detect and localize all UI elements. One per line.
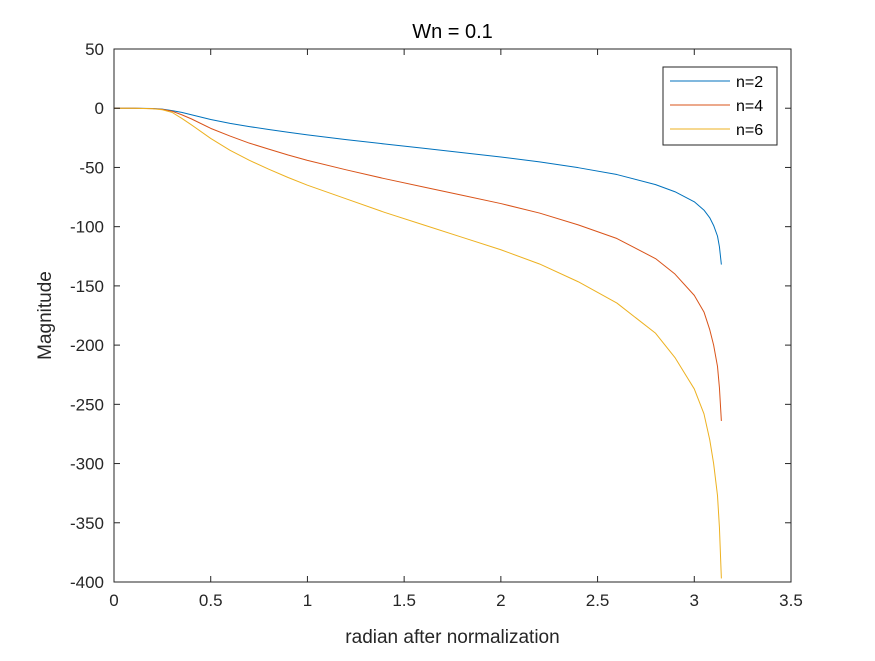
y-tick-label: 0 — [95, 99, 104, 118]
x-tick-label: 2 — [496, 591, 505, 610]
legend-box — [662, 66, 778, 146]
y-tick-label: 50 — [85, 40, 104, 59]
chart-title: Wn = 0.1 — [412, 21, 493, 43]
series-line-n-2 — [114, 107, 722, 265]
y-tick-label: -300 — [70, 455, 104, 474]
plot-lines — [114, 107, 722, 579]
y-tick-label: -350 — [70, 514, 104, 533]
series-line-n-6 — [114, 107, 722, 579]
y-axis-title: Magnitude — [35, 271, 56, 360]
x-tick-label: 1 — [303, 591, 312, 610]
legend-label: n=4 — [736, 98, 763, 115]
legend-label: n=2 — [736, 74, 763, 91]
axes-box — [113, 48, 792, 583]
series-line-n-4 — [114, 107, 722, 421]
x-axis: 0 0.5 1 1.5 2 2.5 3 3.5 — [109, 49, 803, 610]
x-axis-title: radian after normalization — [345, 627, 559, 648]
x-tick-label: 3 — [690, 591, 699, 610]
y-tick-label: -200 — [70, 336, 104, 355]
x-tick-label: 1.5 — [392, 591, 416, 610]
y-tick-label: -400 — [70, 573, 104, 592]
y-tick-label: -250 — [70, 395, 104, 414]
y-tick-label: -150 — [70, 277, 104, 296]
y-tick-label: -50 — [79, 158, 104, 177]
y-axis: 50 0 -50 -100 -150 -200 -250 -300 -350 -400 — [70, 40, 791, 592]
y-tick-label: -100 — [70, 218, 104, 237]
legend: n=2 n=4 n=6 — [662, 66, 778, 146]
x-tick-label: 0.5 — [199, 591, 223, 610]
x-tick-label: 3.5 — [779, 591, 803, 610]
legend-label: n=6 — [736, 122, 763, 139]
x-tick-label: 2.5 — [586, 591, 610, 610]
x-tick-label: 0 — [109, 591, 118, 610]
